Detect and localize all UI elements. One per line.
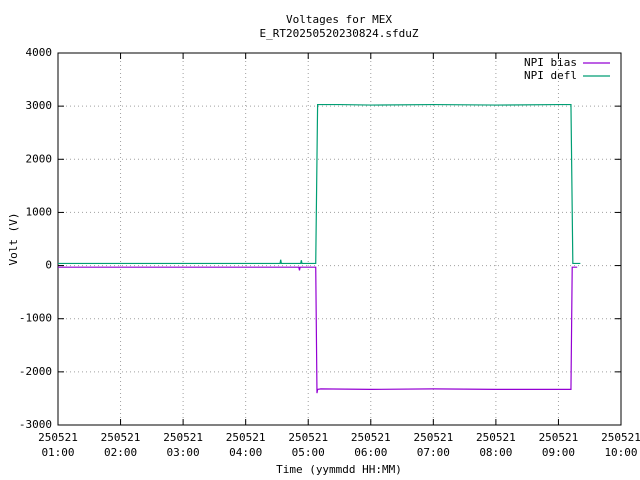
y-tick-label: 1000 xyxy=(26,205,53,218)
chart-title: Voltages for MEX xyxy=(286,13,392,26)
x-tick-label: 250521 05:00 xyxy=(288,431,328,459)
y-axis-label: Volt (V) xyxy=(7,213,20,266)
data-line xyxy=(58,103,581,265)
legend-label: NPI defl xyxy=(524,69,577,82)
x-axis-label: Time (yymmdd HH:MM) xyxy=(276,463,402,476)
chart-subtitle: E_RT20250520230824.sfduZ xyxy=(260,27,419,40)
x-tick-label: 250521 02:00 xyxy=(101,431,141,459)
x-tick-label: 250521 08:00 xyxy=(476,431,516,459)
x-tick-label: 250521 01:00 xyxy=(38,431,78,459)
y-tick-label: 3000 xyxy=(26,99,53,112)
x-tick-label: 250521 04:00 xyxy=(226,431,266,459)
y-tick-label: -2000 xyxy=(19,365,52,378)
y-tick-label: 4000 xyxy=(26,46,53,59)
y-tick-label: -1000 xyxy=(19,312,52,325)
x-tick-label: 250521 03:00 xyxy=(163,431,203,459)
x-tick-label: 250521 06:00 xyxy=(351,431,391,459)
x-tick-label: 250521 07:00 xyxy=(413,431,453,459)
y-tick-label: 0 xyxy=(45,259,52,272)
y-tick-label: 2000 xyxy=(26,152,53,165)
plot-frame xyxy=(57,52,622,426)
legend-label: NPI bias xyxy=(524,56,577,69)
x-tick-label: 250521 10:00 xyxy=(601,431,640,459)
x-tick-label: 250521 09:00 xyxy=(539,431,579,459)
y-tick-label: -3000 xyxy=(19,418,52,431)
data-line xyxy=(58,266,578,394)
